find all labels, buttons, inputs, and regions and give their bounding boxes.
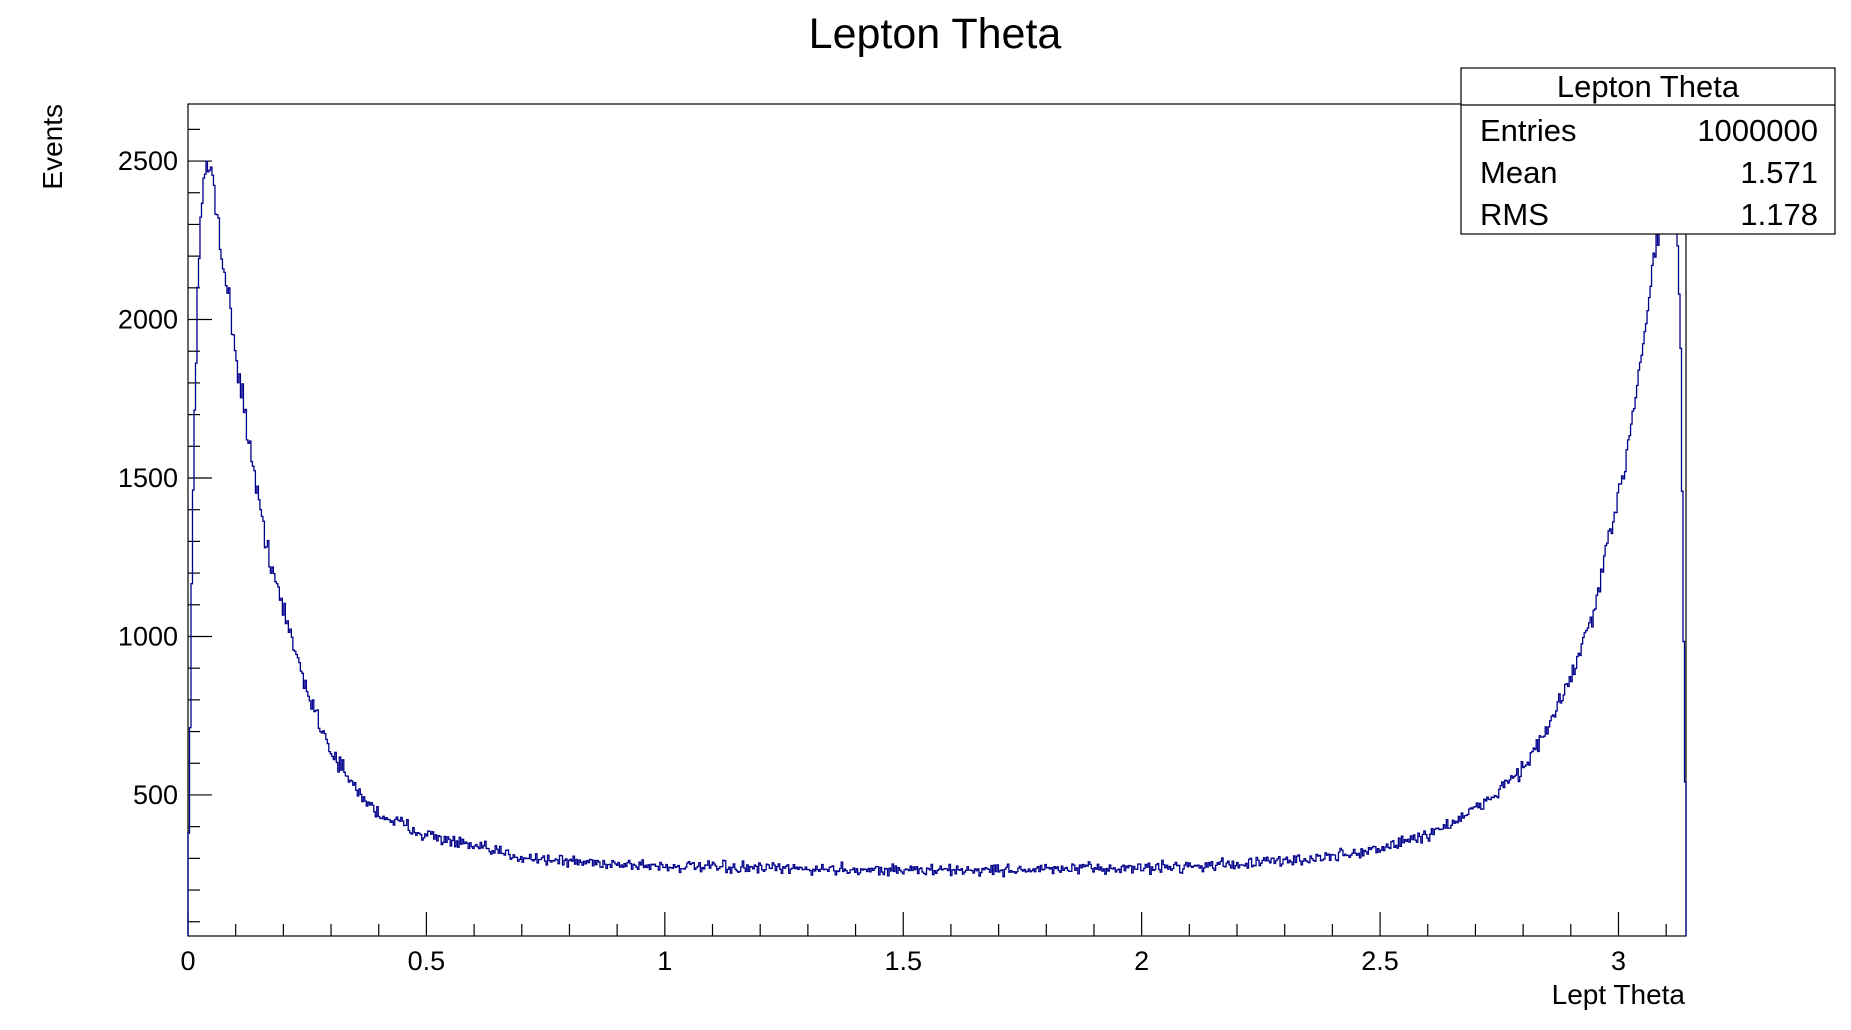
histogram-line <box>187 160 1687 936</box>
y-tick-label: 2000 <box>118 305 178 335</box>
plot-frame <box>187 103 1687 937</box>
x-tick-label: 2 <box>1134 946 1149 976</box>
y-tick-label: 500 <box>133 780 178 810</box>
x-tick-label: 1.5 <box>884 946 922 976</box>
stats-mean-value: 1.571 <box>1740 155 1818 190</box>
x-tick-label: 3 <box>1611 946 1626 976</box>
stats-entries-label: Entries <box>1480 113 1576 148</box>
y-axis-title: Events <box>37 104 68 190</box>
y-tick-label: 1500 <box>118 463 178 493</box>
stats-rms-value: 1.178 <box>1740 197 1818 232</box>
y-tick-label: 2500 <box>118 146 178 176</box>
stats-mean-label: Mean <box>1480 155 1558 190</box>
stats-entries-value: 1000000 <box>1697 113 1818 148</box>
stats-rms-label: RMS <box>1480 197 1549 232</box>
x-axis-title: Lept Theta <box>1552 979 1686 1010</box>
x-tick-label: 0 <box>180 946 195 976</box>
axes: 0 0.5 1 1.5 2 2.5 3 500 1000 1500 2000 2500 <box>118 128 1667 976</box>
chart-title: Lepton Theta <box>809 10 1062 58</box>
stats-box-frame <box>1460 67 1836 235</box>
x-tick-label: 2.5 <box>1361 946 1399 976</box>
x-tick-label: 0.5 <box>408 946 446 976</box>
stats-box-title: Lepton Theta <box>1557 69 1740 104</box>
x-tick-label: 1 <box>657 946 672 976</box>
stats-box: Lepton Theta Entries 1000000 Mean 1.571 … <box>1460 67 1836 235</box>
y-tick-label: 1000 <box>118 621 178 651</box>
